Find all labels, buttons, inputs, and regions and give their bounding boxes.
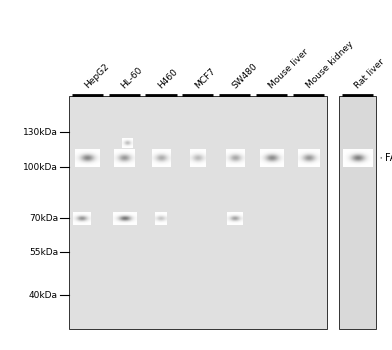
Text: 130kDa: 130kDa [23,128,58,137]
Text: 40kDa: 40kDa [29,291,58,300]
Text: Mouse kidney: Mouse kidney [305,40,355,90]
Bar [339,96,376,329]
Text: H460: H460 [156,67,180,90]
Text: 70kDa: 70kDa [29,214,58,223]
Text: Mouse liver: Mouse liver [267,47,311,90]
Text: SW480: SW480 [230,61,260,90]
Text: 55kDa: 55kDa [29,248,58,257]
Text: MCF7: MCF7 [194,66,218,90]
Bar [69,96,327,329]
Text: FASTKD1: FASTKD1 [385,153,392,163]
Text: HepG2: HepG2 [83,62,111,90]
Text: 100kDa: 100kDa [23,163,58,172]
Text: HL-60: HL-60 [120,65,145,90]
Text: Rat liver: Rat liver [353,57,387,90]
